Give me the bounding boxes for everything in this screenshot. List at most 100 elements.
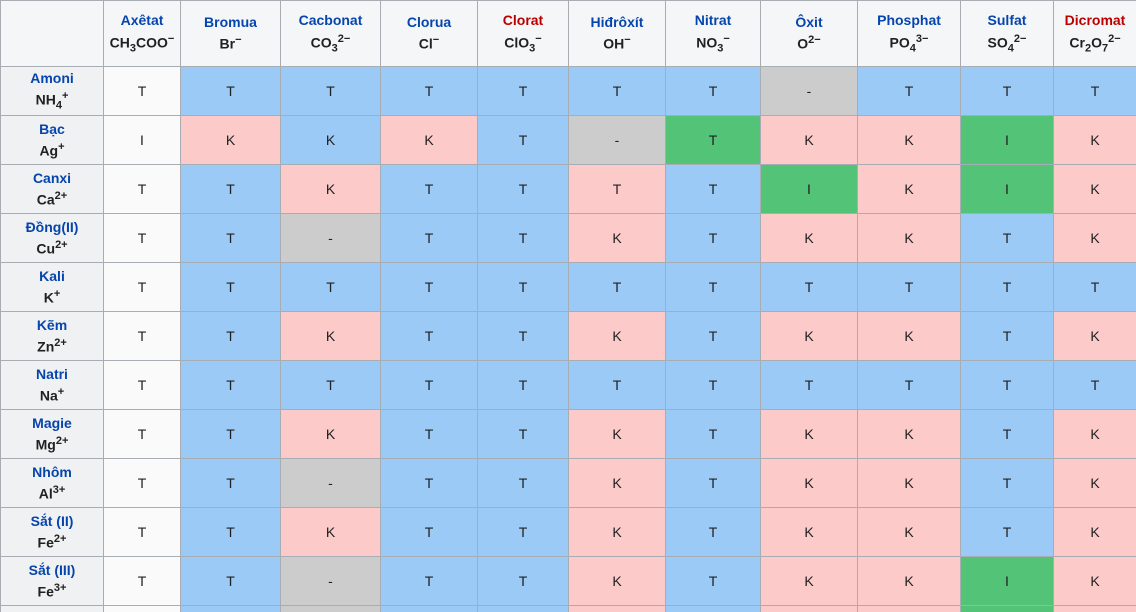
solubility-cell: T: [477, 556, 569, 606]
solubility-cell: I: [103, 115, 181, 165]
cation-link[interactable]: Sắt (III): [28, 561, 76, 578]
solubility-cell: T: [1053, 262, 1136, 312]
solubility-cell: K: [568, 507, 666, 557]
solubility-cell: K: [180, 115, 281, 165]
anion-formula: CH3COO−: [109, 32, 175, 55]
cation-link[interactable]: Natri: [36, 365, 68, 382]
anion-header-row: Axêtat CH3COO− Bromua Br− Cacbonat CO32− Cloru…: [0, 0, 1136, 67]
solubility-cell: T: [960, 507, 1054, 557]
solubility-cell: T: [380, 507, 478, 557]
solubility-cell: [477, 605, 569, 612]
anion-formula: CO32−: [310, 32, 351, 55]
solubility-cell: T: [665, 66, 761, 116]
row-header: Natri Na+: [0, 360, 104, 410]
solubility-cell: K: [280, 409, 381, 459]
solubility-cell: K: [760, 507, 858, 557]
solubility-cell: K: [1053, 115, 1136, 165]
anion-formula: NO3−: [696, 32, 730, 55]
solubility-cell: T: [568, 66, 666, 116]
table-row: Kali K+ T T T T T T T T T T T: [0, 262, 1136, 312]
table-row: Bạc Ag+ I K K K T - T K K I K: [0, 115, 1136, 165]
cation-link[interactable]: Đồng(II): [25, 218, 79, 235]
solubility-cell: T: [180, 458, 281, 508]
cation-link[interactable]: Canxi: [32, 169, 72, 186]
solubility-cell: K: [380, 115, 478, 165]
solubility-cell: -: [760, 66, 858, 116]
solubility-cell: K: [1053, 507, 1136, 557]
row-header: Đồng(II) Cu2+: [0, 213, 104, 263]
cation-link[interactable]: Nhôm: [32, 463, 72, 480]
solubility-cell: K: [1053, 409, 1136, 459]
anion-link[interactable]: Ôxit: [795, 14, 823, 31]
anion-link[interactable]: Sulfat: [987, 12, 1027, 29]
anion-formula: O2−: [797, 34, 821, 52]
solubility-cell: K: [568, 458, 666, 508]
anion-link[interactable]: Bromua: [204, 14, 257, 31]
solubility-cell: I: [960, 115, 1054, 165]
solubility-cell: I: [960, 556, 1054, 606]
solubility-cell: T: [477, 507, 569, 557]
cation-link[interactable]: Bạc: [39, 120, 65, 137]
column-header: Hiđrôxít OH−: [568, 0, 666, 67]
solubility-cell: T: [180, 507, 281, 557]
solubility-cell: K: [857, 458, 961, 508]
solubility-cell: -: [280, 458, 381, 508]
cation-link[interactable]: Kali: [39, 267, 65, 284]
solubility-cell: T: [180, 66, 281, 116]
solubility-cell: K: [568, 311, 666, 361]
solubility-cell: K: [1053, 458, 1136, 508]
solubility-cell: T: [380, 311, 478, 361]
solubility-cell: T: [477, 360, 569, 410]
solubility-cell: T: [180, 556, 281, 606]
anion-link[interactable]: Cacbonat: [298, 12, 363, 29]
solubility-cell: [280, 605, 381, 612]
cation-link[interactable]: Sắt (II): [30, 512, 74, 529]
table-row: Nhôm Al3+ T T - T T K T K K T K: [0, 458, 1136, 508]
solubility-cell: [180, 605, 281, 612]
solubility-cell: K: [1053, 213, 1136, 263]
anion-link[interactable]: Clorua: [406, 14, 452, 31]
anion-formula: ClO3−: [504, 32, 542, 55]
solubility-cell: T: [103, 164, 181, 214]
solubility-cell: K: [280, 507, 381, 557]
anion-link[interactable]: Hiđrôxít: [590, 14, 644, 31]
solubility-cell: K: [857, 556, 961, 606]
solubility-cell: T: [380, 164, 478, 214]
solubility-cell: K: [857, 507, 961, 557]
solubility-cell: T: [665, 409, 761, 459]
anion-link[interactable]: Nitrat: [694, 12, 732, 29]
solubility-cell: I: [960, 164, 1054, 214]
solubility-cell: [380, 605, 478, 612]
solubility-cell: T: [180, 311, 281, 361]
cation-link[interactable]: Amoni: [30, 69, 74, 86]
solubility-cell: T: [665, 115, 761, 165]
anion-link[interactable]: Clorat: [502, 12, 544, 29]
solubility-cell: T: [760, 262, 858, 312]
solubility-cell: T: [180, 360, 281, 410]
solubility-cell: K: [568, 409, 666, 459]
anion-link[interactable]: Axêtat: [120, 12, 164, 29]
solubility-cell: T: [477, 311, 569, 361]
anion-formula: PO43−: [889, 32, 929, 55]
anion-formula: Cl−: [418, 34, 440, 52]
cation-link[interactable]: Magie: [32, 414, 72, 431]
table-row: Natri Na+ T T T T T T T T T T T: [0, 360, 1136, 410]
cation-formula: Ca2+: [36, 189, 68, 208]
solubility-cell: T: [960, 66, 1054, 116]
row-header: Kẽm Zn2+: [0, 311, 104, 361]
solubility-cell: T: [380, 262, 478, 312]
solubility-cell: -: [568, 115, 666, 165]
solubility-cell: T: [960, 360, 1054, 410]
solubility-cell: K: [1053, 556, 1136, 606]
table-row: Sắt (III) Fe3+ T T - T T K T K K I K: [0, 556, 1136, 606]
solubility-cell: T: [380, 360, 478, 410]
anion-link[interactable]: Dicromat: [1064, 12, 1126, 29]
solubility-cell: T: [103, 213, 181, 263]
column-header: Nitrat NO3−: [665, 0, 761, 67]
row-header: Nhôm Al3+: [0, 458, 104, 508]
solubility-cell: [103, 605, 181, 612]
solubility-cell: T: [103, 360, 181, 410]
cation-link[interactable]: Kẽm: [36, 316, 68, 333]
solubility-cell: T: [477, 409, 569, 459]
anion-link[interactable]: Phosphat: [877, 12, 941, 29]
